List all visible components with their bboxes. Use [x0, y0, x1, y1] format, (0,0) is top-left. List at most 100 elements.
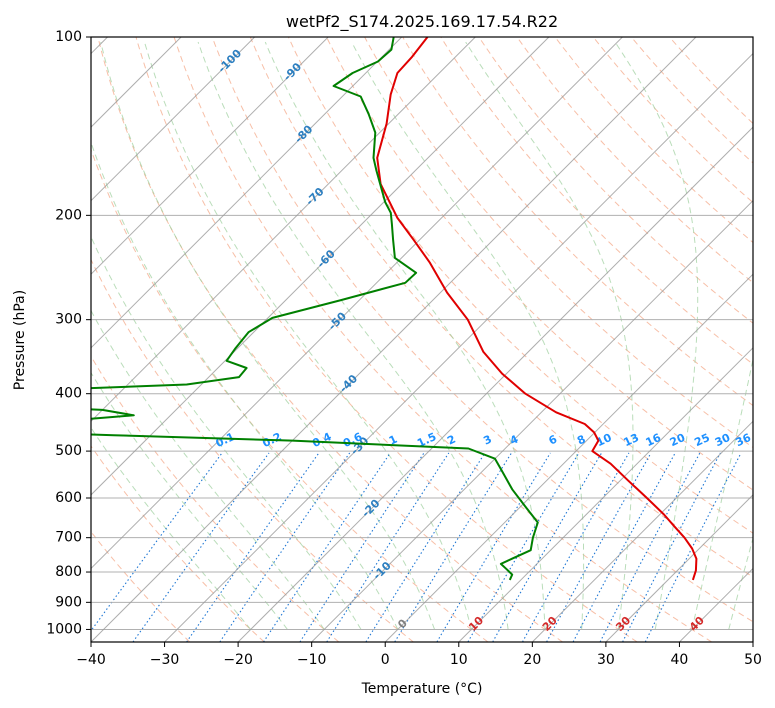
moist-adiabat	[465, 41, 634, 630]
mixing-ratio-line	[522, 452, 630, 642]
mixing-ratio-line	[436, 452, 551, 642]
mixing-ratio-label: 30	[713, 431, 733, 449]
isotherm-line	[91, 37, 550, 496]
isotherm-line	[91, 37, 623, 570]
mixing-ratio-line	[546, 452, 652, 642]
moist-adiabat	[91, 235, 362, 630]
mixing-ratio-line	[263, 452, 391, 642]
dry-adiabat	[91, 530, 191, 642]
dry-adiabat	[91, 148, 489, 642]
isotherm-label: -100	[215, 47, 244, 76]
dry-adiabat	[287, 37, 753, 534]
x-tick-label: −40	[76, 652, 106, 668]
temperature-profile	[376, 37, 698, 581]
isotherm-lines	[91, 37, 753, 642]
background-lines	[91, 37, 753, 642]
y-tick-label: 1000	[46, 621, 82, 637]
y-tick-label: 900	[55, 594, 82, 610]
moist-adiabat	[351, 41, 585, 630]
mixing-ratio-label: 20	[668, 431, 688, 449]
dry-adiabat	[630, 37, 753, 164]
dry-adiabat	[211, 37, 753, 623]
mixing-ratio-line	[132, 452, 270, 642]
isotherm-line	[91, 37, 329, 275]
mixing-ratio-line	[622, 452, 721, 642]
mixing-ratio-label: 13	[622, 431, 641, 449]
mixing-ratio-line	[467, 452, 580, 642]
mixing-ratio-line	[299, 452, 425, 642]
x-tick-label: 30	[597, 652, 615, 668]
dry-adiabat	[326, 37, 753, 491]
x-tick-label: −20	[223, 652, 253, 668]
dry-adiabat	[516, 37, 753, 284]
profile-series	[91, 37, 698, 581]
x-tick-label: 40	[671, 652, 689, 668]
dry-adiabat	[173, 37, 713, 642]
axis-ticks: −40 −30 −20 −10 0 10 20 30 40 5010020030040050060…	[46, 29, 762, 668]
mixing-ratio-label: 8	[575, 433, 587, 448]
moist-adiabat	[144, 41, 472, 630]
isotherm-line	[531, 420, 753, 642]
moist-adiabat	[614, 41, 699, 630]
dry-adiabat	[669, 37, 753, 125]
x-tick-label: 0	[381, 652, 390, 668]
mixing-ratio-label: 36	[734, 431, 754, 449]
dry-adiabat	[91, 258, 414, 642]
isotherm-line	[605, 494, 753, 642]
isotherm-line	[311, 199, 753, 642]
mixing-ratio-label: 2	[445, 433, 457, 448]
moist-adiabat	[728, 536, 753, 630]
mixing-ratio-label: 3	[481, 433, 493, 448]
mixing-ratio-label: 0.4	[310, 430, 333, 450]
isotherm-label: -20	[359, 497, 382, 520]
isotherm-line	[384, 273, 753, 642]
isotherm-line	[237, 126, 753, 642]
isotherm-label: -10	[370, 559, 393, 582]
isotherm-line	[91, 37, 697, 642]
mixing-ratio-line	[219, 452, 351, 642]
y-tick-label: 100	[55, 29, 82, 45]
moist-adiabat	[264, 41, 546, 630]
mixing-ratio-line	[572, 452, 676, 642]
mixing-ratio-label: 25	[692, 431, 711, 449]
isotherm-line	[91, 37, 256, 202]
isotherm-label: 30	[613, 614, 633, 634]
moist-adiabat	[100, 41, 436, 630]
dry-adiabat	[440, 37, 753, 365]
mixing-ratio-line	[326, 452, 450, 642]
plot-frame	[90, 36, 754, 643]
chart-title: wetPf2_S174.2025.169.17.54.R22	[286, 12, 558, 32]
moist-adiabat	[91, 309, 325, 630]
x-tick-label: −30	[150, 652, 180, 668]
moist-adiabat	[91, 426, 252, 630]
moist-adiabat	[91, 371, 288, 630]
mixing-ratio-label: 0.1	[214, 430, 237, 450]
isotherm-line	[164, 52, 753, 642]
isotherm-line	[458, 347, 753, 642]
x-tick-label: −10	[297, 652, 327, 668]
dry-adiabat	[402, 37, 753, 407]
dry-adiabat	[97, 37, 563, 642]
x-tick-label: 20	[523, 652, 541, 668]
moist-adiabat	[691, 357, 753, 630]
mixing-ratio-line	[365, 452, 486, 642]
y-tick-label: 400	[55, 386, 82, 402]
dewpoint-profile	[91, 37, 539, 581]
isotherm-label: 10	[466, 614, 486, 634]
mixing-ratio-label: 6	[547, 432, 560, 447]
dry-adiabat	[478, 37, 753, 324]
mixing-ratio-line	[186, 452, 320, 642]
mixing-ratio-label: 16	[644, 431, 664, 449]
mixing-ratio-line	[492, 452, 603, 642]
isotherm-line	[91, 37, 403, 349]
dry-adiabat	[554, 37, 753, 244]
y-tick-label: 200	[55, 207, 82, 223]
x-axis-label: Temperature (°C)	[361, 681, 483, 697]
y-tick-label: 700	[55, 530, 82, 546]
x-tick-label: 50	[744, 652, 762, 668]
isotherm-label: -60	[315, 247, 338, 270]
y-tick-label: 800	[55, 564, 82, 580]
x-tick-label: 10	[450, 652, 468, 668]
moist-adiabat	[197, 41, 509, 630]
